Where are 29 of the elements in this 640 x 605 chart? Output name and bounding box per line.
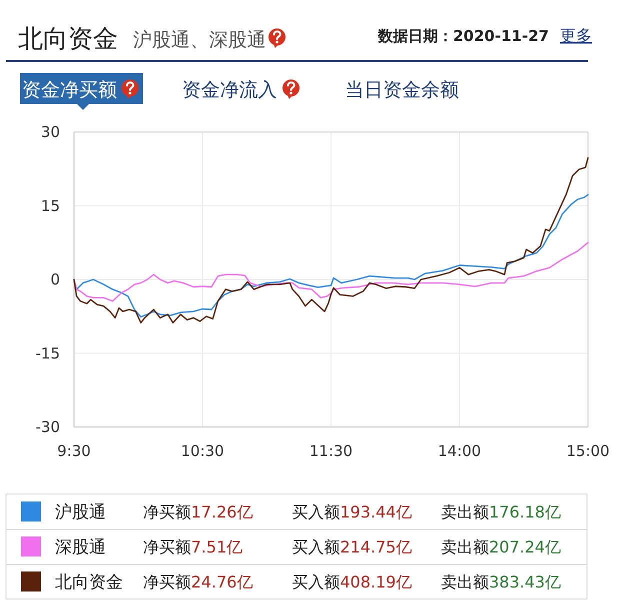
text: 更多 (560, 26, 592, 45)
legend-label: 北向资金 (55, 572, 123, 592)
text: 资金净流入 (182, 79, 277, 101)
text: 当日资金余额 (345, 79, 459, 101)
y-tick-label: -30 (36, 418, 60, 436)
legend-label: 深股通 (55, 538, 106, 558)
x-tick-label: 14:00 (438, 442, 482, 460)
text: 买入额193.44亿 (292, 502, 412, 522)
text: 净买额17.26亿 (143, 502, 253, 522)
text: 净买额24.76亿 (143, 572, 253, 592)
text: 数据日期：2020-11-27 (377, 27, 549, 45)
text: 净买额7.51亿 (143, 538, 243, 556)
x-tick-label: 11:30 (309, 442, 353, 460)
chart-title: 北向资金 (18, 24, 118, 53)
text: 买入额408.19亿 (292, 572, 412, 592)
x-tick-label: 15:00 (566, 442, 610, 460)
text: 资金净买额 (22, 79, 117, 101)
y-tick-label: 15 (40, 196, 60, 215)
legend-label: 沪股通 (55, 502, 106, 522)
x-tick-label: 9:30 (57, 442, 91, 460)
text: 卖出额176.18亿 (441, 502, 561, 522)
chart-subtitle: 沪股通、深股通 (133, 29, 266, 51)
text: 卖出额207.24亿 (441, 538, 561, 556)
y-tick-label: -15 (36, 344, 60, 362)
text: 卖出额383.43亿 (441, 572, 561, 592)
x-tick-label: 10:30 (180, 442, 224, 460)
text: 买入额214.75亿 (292, 538, 412, 556)
y-tick-label: 30 (40, 123, 60, 141)
y-tick-label: 0 (50, 270, 60, 288)
